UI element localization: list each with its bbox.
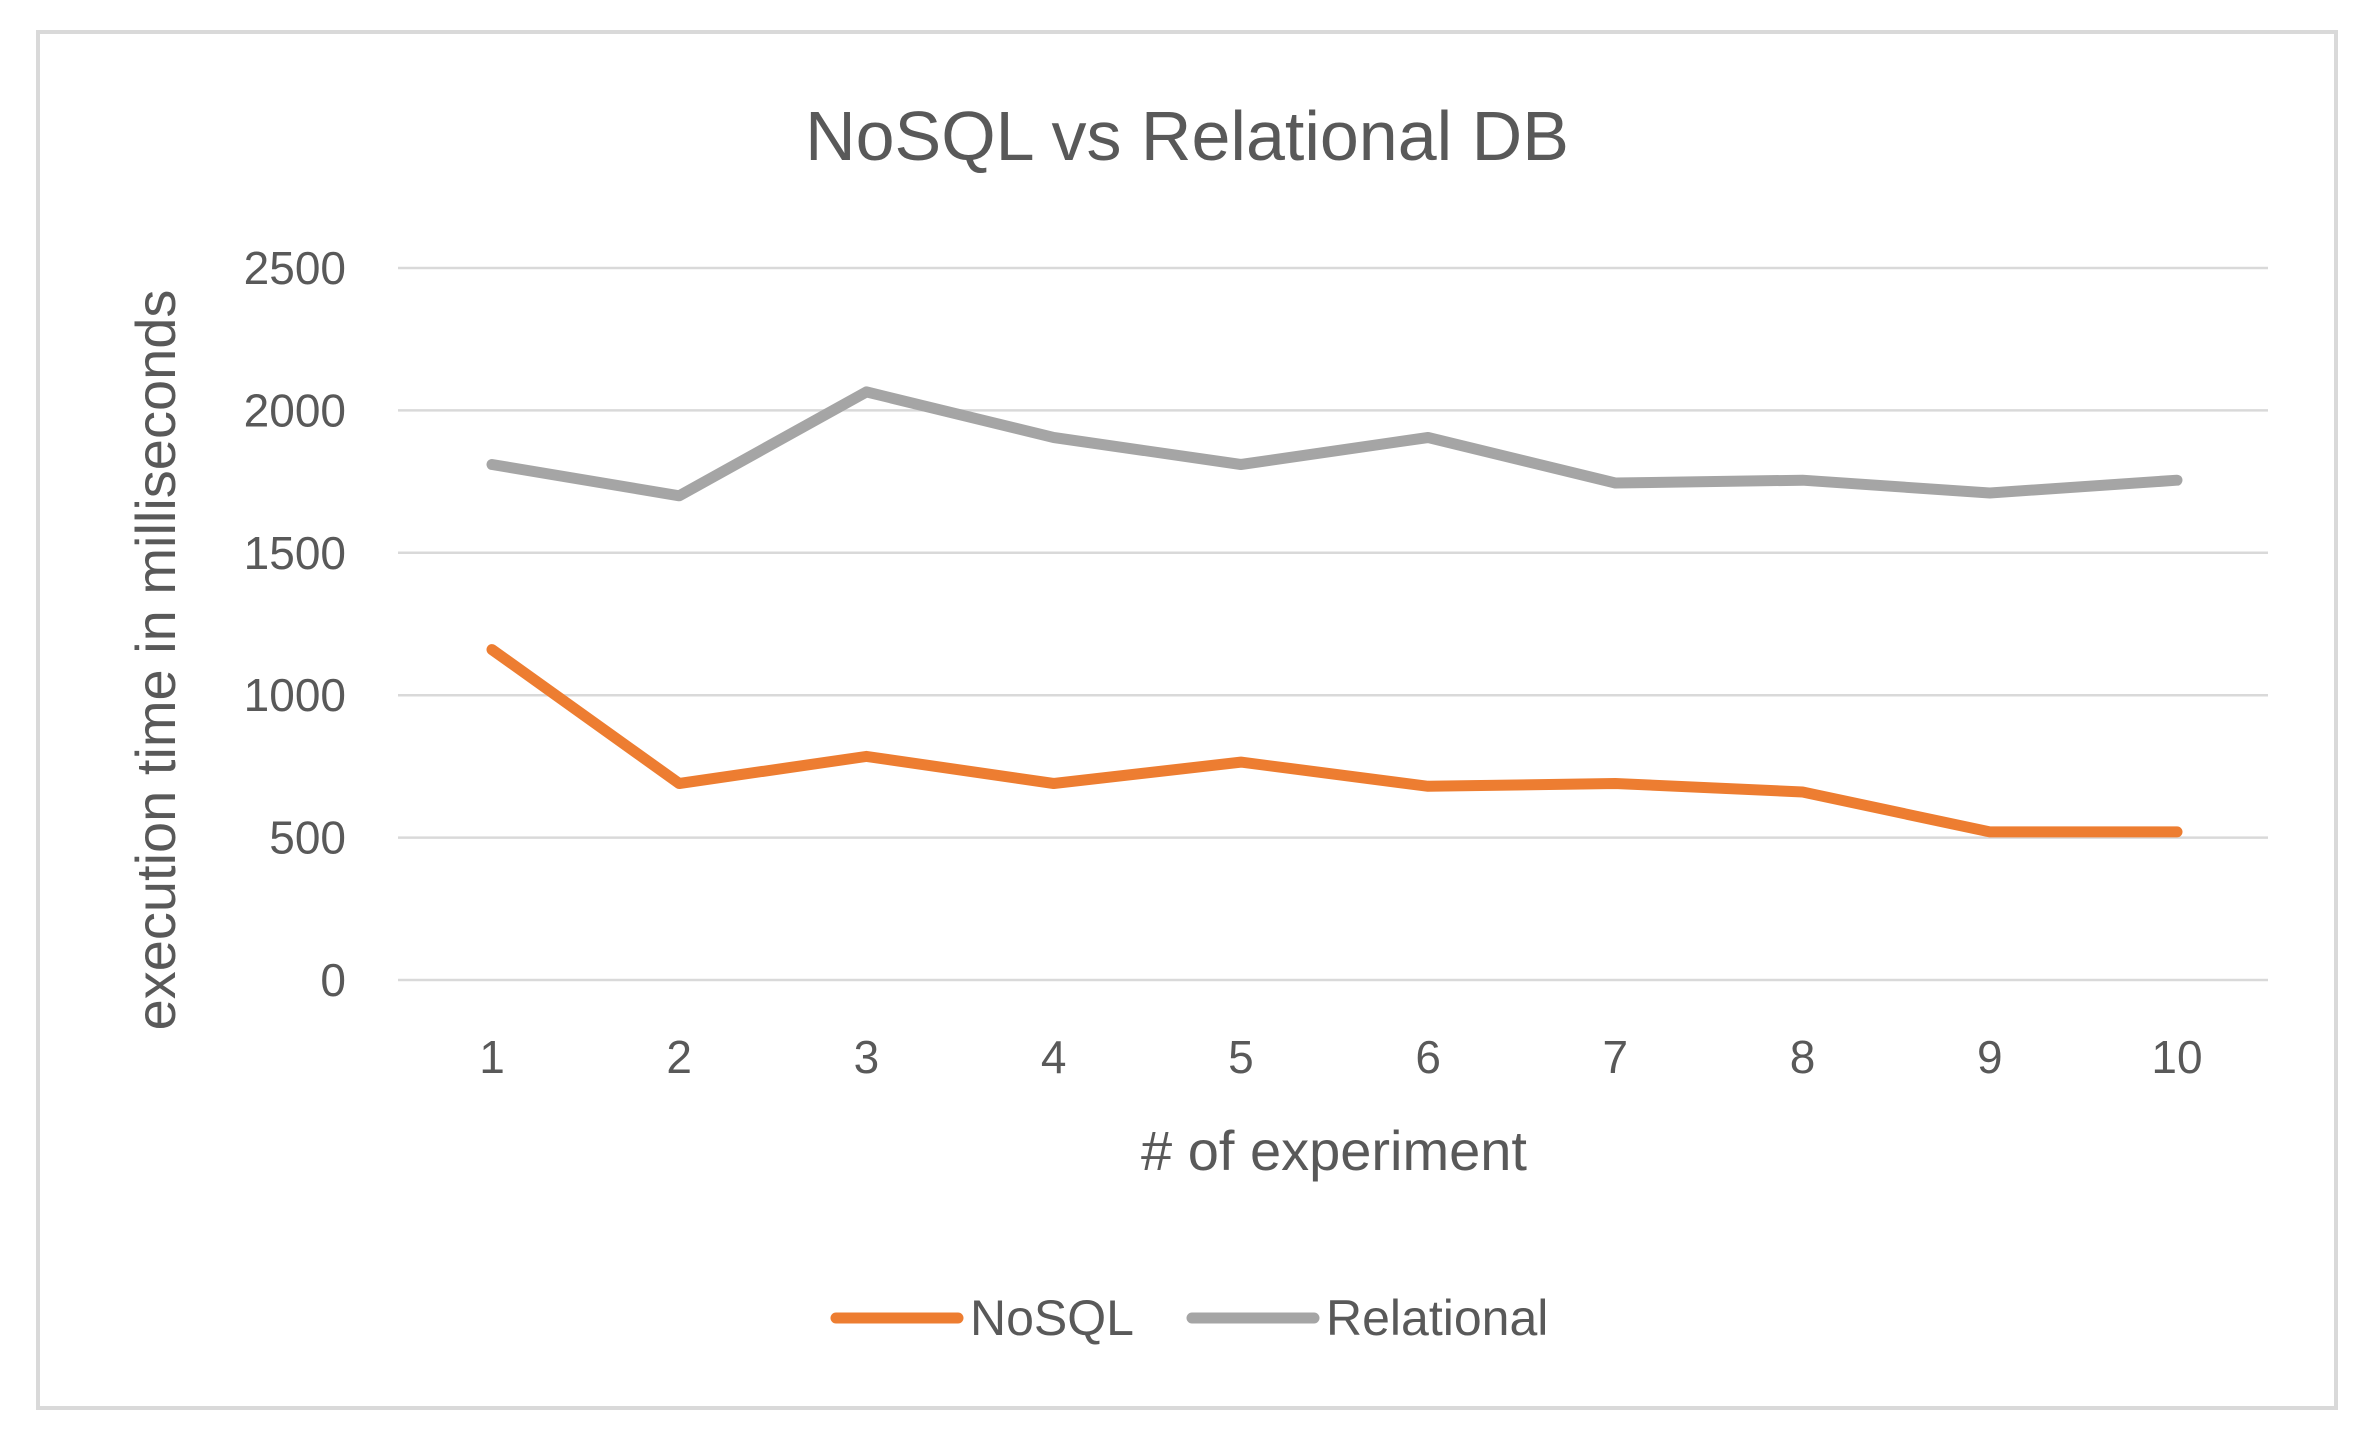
x-tick-label: 2 (666, 1031, 692, 1083)
chart-frame (36, 30, 2338, 1410)
x-tick-label: 4 (1041, 1031, 1067, 1083)
chart-title: NoSQL vs Relational DB (805, 97, 1569, 175)
x-axis-label: # of experiment (1141, 1119, 1527, 1182)
x-tick-label: 7 (1603, 1031, 1629, 1083)
x-tick-label: 8 (1790, 1031, 1816, 1083)
y-tick-label: 500 (269, 812, 346, 864)
y-axis-ticks: 0 500 1000 1500 2000 2500 (244, 242, 346, 1006)
legend-label-relational: Relational (1326, 1290, 1548, 1346)
x-axis-ticks: 1 2 3 4 5 6 7 8 9 10 (479, 1031, 2202, 1083)
y-axis-label: execution time in milliseconds (124, 290, 187, 1031)
x-tick-label: 9 (1977, 1031, 2003, 1083)
y-tick-label: 0 (320, 954, 346, 1006)
x-tick-label: 10 (2151, 1031, 2202, 1083)
x-tick-label: 3 (854, 1031, 880, 1083)
y-tick-label: 1500 (244, 527, 346, 579)
series-line-relational (486, 386, 2183, 502)
legend-label-nosql: NoSQL (970, 1290, 1134, 1346)
gridlines (398, 266, 2268, 982)
y-tick-label: 1000 (244, 669, 346, 721)
legend: NoSQL Relational (830, 1290, 1548, 1346)
series-lines (486, 386, 2183, 838)
x-tick-label: 1 (479, 1031, 505, 1083)
y-tick-label: 2500 (244, 242, 346, 294)
x-tick-label: 6 (1415, 1031, 1441, 1083)
x-tick-label: 5 (1228, 1031, 1254, 1083)
series-line-nosql (486, 644, 2183, 838)
y-tick-label: 2000 (244, 384, 346, 436)
